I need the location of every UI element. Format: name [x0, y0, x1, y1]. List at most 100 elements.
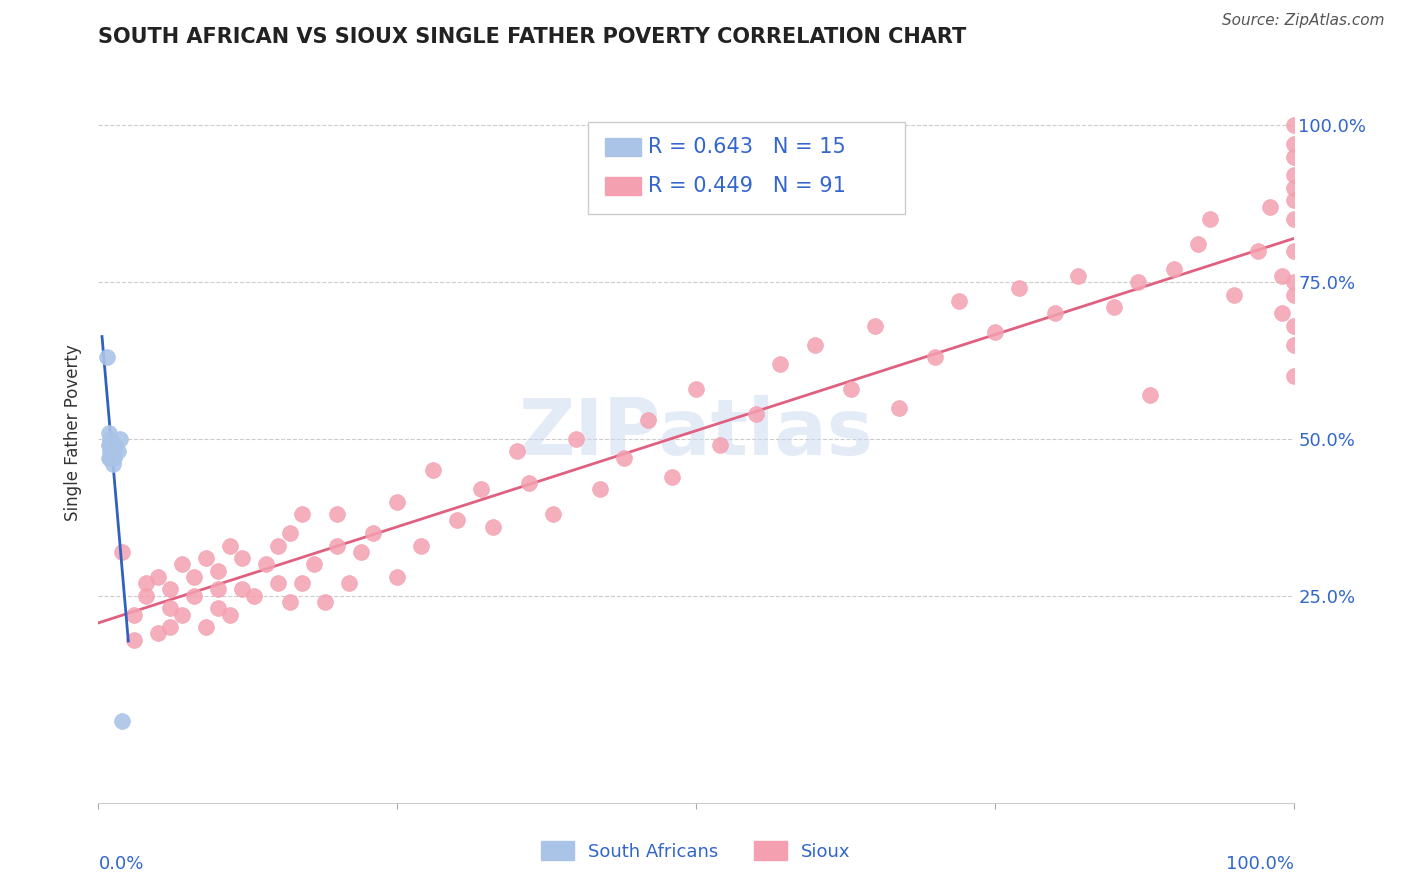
Text: ZIPatlas: ZIPatlas: [519, 394, 873, 471]
Point: [183, 589, 205, 603]
Point: [302, 558, 325, 572]
Point: [159, 582, 181, 597]
Point: [1104, 300, 1126, 314]
Point: [315, 595, 337, 609]
Point: [207, 582, 229, 597]
Point: [267, 576, 290, 591]
Point: [219, 539, 242, 553]
Text: R = 0.449   N = 91: R = 0.449 N = 91: [648, 176, 846, 196]
Point: [107, 444, 129, 458]
Text: 100.0%: 100.0%: [1226, 855, 1294, 872]
Point: [1008, 281, 1031, 295]
Point: [103, 450, 125, 465]
Point: [267, 539, 290, 553]
Point: [124, 632, 146, 647]
Point: [291, 576, 314, 591]
Point: [385, 570, 409, 584]
Point: [195, 551, 218, 566]
Point: [1163, 262, 1185, 277]
Legend: South Africans, Sioux: South Africans, Sioux: [534, 834, 858, 868]
Point: [98, 432, 122, 446]
Point: [709, 438, 731, 452]
Point: [470, 482, 492, 496]
Point: [98, 444, 122, 458]
Point: [685, 382, 707, 396]
Point: [481, 520, 505, 534]
Point: [589, 482, 612, 496]
Point: [104, 438, 127, 452]
Point: [111, 545, 134, 559]
Point: [111, 714, 134, 729]
Point: [183, 570, 205, 584]
Point: [98, 425, 121, 440]
Point: [948, 293, 970, 308]
Point: [207, 601, 229, 615]
Point: [661, 469, 683, 483]
Point: [1282, 181, 1305, 195]
Point: [1199, 212, 1222, 227]
Point: [326, 507, 349, 521]
Point: [1282, 275, 1305, 289]
Point: [1247, 244, 1270, 258]
Point: [98, 438, 121, 452]
Point: [101, 457, 124, 471]
Point: [1258, 200, 1281, 214]
Point: [1282, 150, 1305, 164]
Point: [148, 626, 170, 640]
Point: [422, 463, 444, 477]
Point: [446, 513, 468, 527]
Point: [172, 607, 194, 622]
Point: [385, 494, 409, 508]
Point: [96, 351, 118, 365]
Point: [339, 576, 361, 591]
Point: [411, 539, 433, 553]
Point: [1223, 287, 1246, 301]
Point: [98, 450, 122, 465]
Point: [108, 432, 131, 446]
Point: [1282, 169, 1305, 183]
Point: [1282, 287, 1305, 301]
Point: [1271, 306, 1294, 320]
Point: [159, 601, 181, 615]
Point: [924, 351, 946, 365]
Point: [103, 444, 125, 458]
Point: [243, 589, 266, 603]
Point: [159, 620, 181, 634]
Point: [745, 407, 768, 421]
Text: SOUTH AFRICAN VS SIOUX SINGLE FATHER POVERTY CORRELATION CHART: SOUTH AFRICAN VS SIOUX SINGLE FATHER POV…: [98, 27, 967, 47]
Point: [326, 539, 349, 553]
Point: [207, 564, 229, 578]
FancyBboxPatch shape: [605, 138, 641, 156]
Text: R = 0.643   N = 15: R = 0.643 N = 15: [648, 136, 846, 157]
FancyBboxPatch shape: [605, 178, 641, 195]
Point: [1282, 136, 1305, 151]
Point: [541, 507, 564, 521]
Point: [363, 526, 385, 541]
Point: [1282, 244, 1305, 258]
Point: [613, 450, 636, 465]
Point: [278, 595, 301, 609]
Point: [637, 413, 659, 427]
Point: [148, 570, 170, 584]
Point: [98, 438, 122, 452]
Point: [1187, 237, 1209, 252]
Point: [291, 507, 314, 521]
Point: [1282, 194, 1305, 208]
Point: [135, 576, 157, 591]
Point: [231, 582, 253, 597]
Point: [984, 325, 1007, 339]
Point: [865, 318, 887, 333]
Point: [1128, 275, 1150, 289]
Point: [98, 450, 121, 465]
Point: [517, 475, 540, 490]
Point: [1067, 268, 1090, 283]
Point: [1271, 268, 1294, 283]
Point: [172, 558, 194, 572]
Point: [124, 607, 146, 622]
Text: Source: ZipAtlas.com: Source: ZipAtlas.com: [1222, 13, 1385, 29]
Point: [1282, 118, 1305, 132]
Point: [1043, 306, 1066, 320]
Point: [841, 382, 863, 396]
Point: [278, 526, 301, 541]
Point: [350, 545, 373, 559]
